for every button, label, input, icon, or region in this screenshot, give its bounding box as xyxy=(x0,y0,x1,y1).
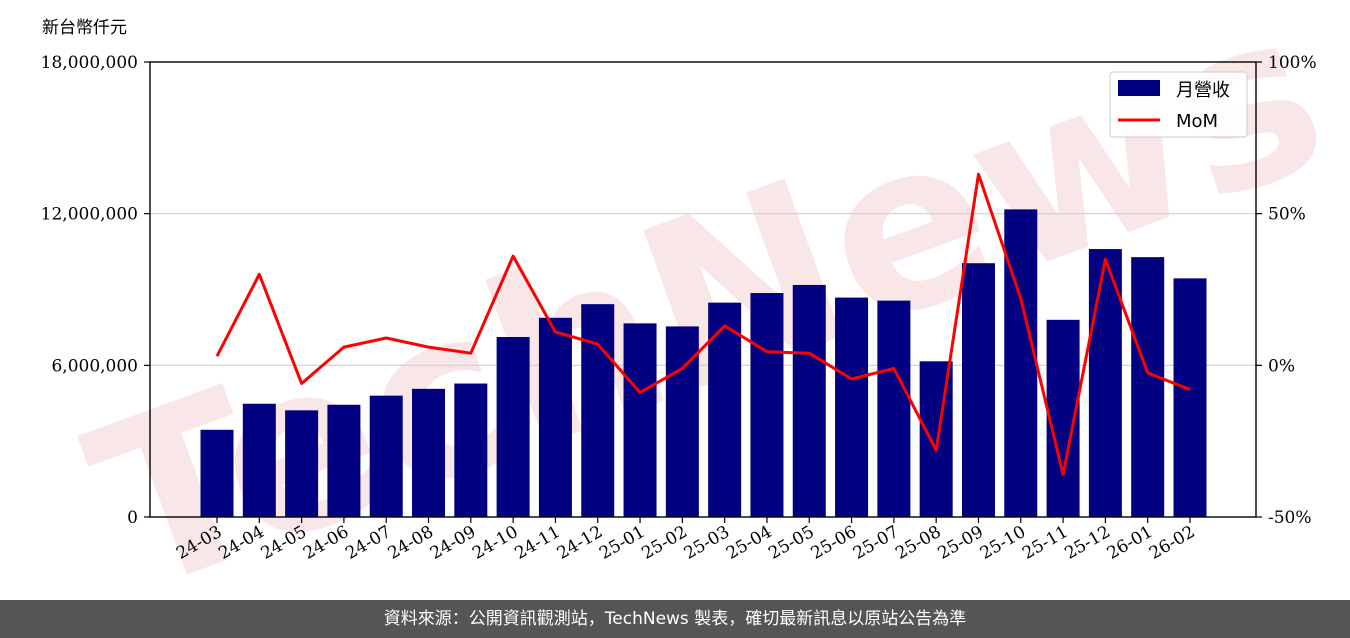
x-tick-label: 25-10 xyxy=(977,522,1029,564)
x-tick-label: 26-01 xyxy=(1104,522,1156,564)
x-tick-label: 25-09 xyxy=(935,522,987,564)
x-tick-label: 25-02 xyxy=(638,522,690,564)
bar-24-04 xyxy=(242,403,276,517)
bar-24-05 xyxy=(285,410,319,517)
x-tick-label: 25-03 xyxy=(681,522,733,564)
mom-line xyxy=(215,172,1191,476)
bar-26-02 xyxy=(1173,278,1207,517)
bar-24-06 xyxy=(327,404,361,517)
legend: 月營收 MoM xyxy=(1109,71,1248,138)
left-tick-label: 18,000,000 xyxy=(41,53,138,73)
bar-24-03 xyxy=(200,429,234,517)
bar-25-07 xyxy=(877,300,911,517)
x-tick-label: 26-02 xyxy=(1146,522,1198,564)
bar-24-08 xyxy=(412,388,446,517)
left-tick-label: 0 xyxy=(127,508,138,528)
bar-24-11 xyxy=(538,317,572,517)
left-tick-label: 12,000,000 xyxy=(41,205,138,225)
bar-25-09 xyxy=(961,263,995,517)
x-tick-label: 24-11 xyxy=(511,522,563,564)
bar-25-05 xyxy=(792,284,826,517)
x-tick-label: 24-10 xyxy=(469,522,521,564)
right-tick-label: 0% xyxy=(1268,356,1295,376)
right-tick-label: -50% xyxy=(1268,508,1312,528)
chart: TechNews 06,000,00012,000,00018,000,000 … xyxy=(41,0,1350,600)
x-tick-label: 25-04 xyxy=(723,522,775,564)
bar-25-10 xyxy=(1004,209,1038,517)
legend-label-mom: MoM xyxy=(1176,111,1218,132)
left-tick-label: 6,000,000 xyxy=(51,356,138,376)
bar-series xyxy=(200,209,1207,518)
x-tick-label: 25-12 xyxy=(1061,522,1113,564)
right-tick-label: 100% xyxy=(1268,53,1317,73)
right-tick-label: 50% xyxy=(1268,205,1306,225)
bar-24-07 xyxy=(369,395,403,517)
bar-25-04 xyxy=(750,293,784,517)
bar-24-10 xyxy=(496,337,530,517)
x-tick-label: 25-08 xyxy=(892,522,944,564)
bar-25-12 xyxy=(1088,249,1122,518)
bar-25-01 xyxy=(623,323,657,517)
legend-bar-swatch xyxy=(1118,80,1160,96)
left-axis-unit-label: 新台幣仟元 xyxy=(42,18,127,38)
x-tick-label: 25-11 xyxy=(1019,522,1071,564)
bar-24-09 xyxy=(454,383,488,517)
x-tick-label: 25-05 xyxy=(765,522,817,564)
x-tick-label: 25-07 xyxy=(850,522,902,564)
bar-25-03 xyxy=(708,302,742,517)
bar-24-12 xyxy=(581,304,615,517)
x-tick-label: 25-01 xyxy=(596,522,648,564)
x-tick-label: 25-06 xyxy=(808,522,860,564)
bar-25-06 xyxy=(835,297,869,517)
left-axis-ticks: 0 6,000,000 12,000,000 18,000,000 xyxy=(41,53,150,528)
x-tick-label: 24-12 xyxy=(554,522,606,564)
right-axis-ticks: -50% 0% 50% 100% xyxy=(1256,53,1317,528)
legend-label-revenue: 月營收 xyxy=(1176,80,1230,101)
bar-26-01 xyxy=(1131,257,1165,517)
source-footer: 資料來源：公開資訊觀測站，TechNews 製表，確切最新訊息以原站公告為準 xyxy=(0,600,1350,638)
plot-frame xyxy=(149,61,1257,518)
